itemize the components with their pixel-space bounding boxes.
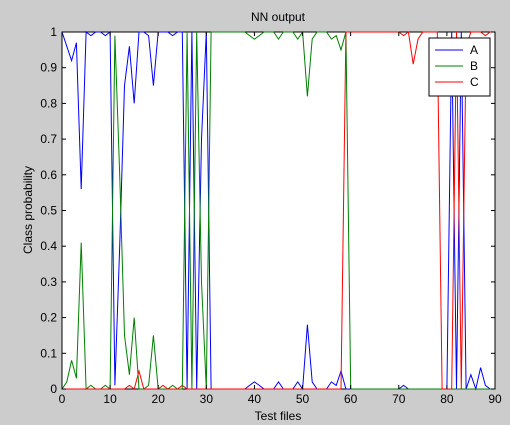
y-tick-label: 0.8 [40,96,57,110]
y-tick-label: 0.5 [40,204,57,218]
plot-area [61,31,496,390]
x-tick-label: 10 [103,392,117,406]
legend-box [428,37,491,97]
x-tick-label: 40 [248,392,262,406]
series-line-c [62,31,495,390]
x-tick-label: 0 [59,392,66,406]
legend-label-a: A [470,43,478,57]
x-tick-label: 70 [392,392,406,406]
series-layer [61,30,495,391]
y-tick-label: 1 [50,25,57,39]
x-tick-label: 60 [344,392,358,406]
legend-label-c: C [470,75,479,89]
chart-title: NN output [251,10,306,24]
series-line-b [61,30,495,390]
y-tick-label: 0.6 [40,168,57,182]
y-tick-label: 0.4 [40,239,57,253]
y-tick-label: 0.9 [40,61,57,75]
y-tick-label: 0 [50,382,57,396]
y-axis-label: Class probability [21,166,35,254]
x-tick-label: 20 [152,392,166,406]
x-tick-label: 50 [296,392,310,406]
legend: ABC [428,37,491,97]
x-axis-label: Test files [255,409,302,423]
y-tick-label: 0.1 [40,346,57,360]
y-tick-label: 0.3 [40,275,57,289]
y-tick-label: 0.7 [40,132,57,146]
x-tick-label: 30 [200,392,214,406]
x-tick-label: 90 [488,392,502,406]
axis-ticks: 0 10 20 30 40 50 60 70 80 90 0 0.1 0.2 0.3 0.4 0.5 0.6 0.… [40,25,502,406]
x-tick-label: 80 [440,392,454,406]
legend-label-b: B [470,59,478,73]
y-tick-label: 0.2 [40,311,57,325]
